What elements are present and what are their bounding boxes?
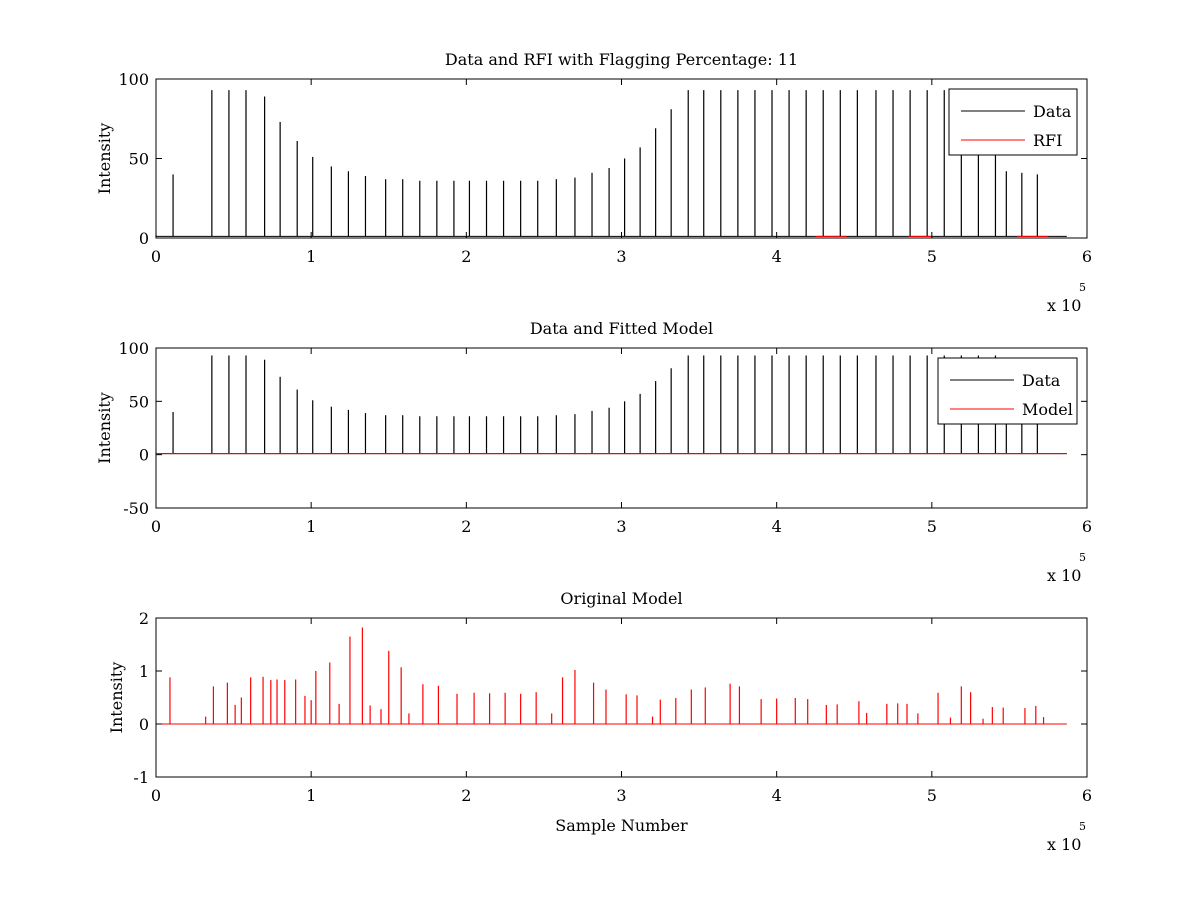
legend-label: Data xyxy=(1022,371,1061,390)
axes-box xyxy=(155,617,1088,778)
axes-box xyxy=(155,78,1088,239)
series-data xyxy=(155,90,1067,237)
y-tick-label: -1 xyxy=(133,768,149,787)
plot-area xyxy=(156,627,1067,725)
y-tick-label: 1 xyxy=(139,662,149,681)
legend-box xyxy=(948,88,1078,156)
x-tick-label: 4 xyxy=(772,517,782,536)
x-tick-label: 6 xyxy=(1082,786,1092,805)
plot-area xyxy=(155,90,1067,237)
legend: Data RFI xyxy=(948,88,1078,156)
x-axis-label: Sample Number xyxy=(555,816,688,835)
x-tick-label: 6 xyxy=(1082,517,1092,536)
y-tick-label: 2 xyxy=(139,609,149,628)
x-multiplier-exponent: 5 xyxy=(1079,551,1086,564)
legend-box xyxy=(937,357,1078,425)
y-axis-label: Intensity xyxy=(95,123,114,195)
x-tick-label: 4 xyxy=(772,786,782,805)
chart-title: Data and RFI with Flagging Percentage: 1… xyxy=(445,50,798,69)
chart-title: Original Model xyxy=(560,589,682,608)
x-multiplier-exponent: 5 xyxy=(1079,281,1086,294)
x-tick-label: 2 xyxy=(461,247,471,266)
x-tick-label: 0 xyxy=(151,247,161,266)
chart-title: Data and Fitted Model xyxy=(530,319,713,338)
x-tick-label: 5 xyxy=(927,786,937,805)
y-axis-label: Intensity xyxy=(107,662,126,734)
series-model xyxy=(156,627,1067,725)
x-tick-label: 1 xyxy=(306,517,316,536)
x-tick-label: 5 xyxy=(927,517,937,536)
legend: Data Model xyxy=(937,357,1078,425)
plot-area xyxy=(155,355,1067,455)
x-tick-label: 1 xyxy=(306,786,316,805)
x-tick-label: 3 xyxy=(616,517,626,536)
y-tick-label: 0 xyxy=(139,715,149,734)
y-tick-label: 50 xyxy=(129,392,149,411)
x-tick-label: 1 xyxy=(306,247,316,266)
x-tick-label: 6 xyxy=(1082,247,1092,266)
x-tick-label: 3 xyxy=(616,247,626,266)
x-tick-label: 4 xyxy=(772,247,782,266)
x-tick-label: 3 xyxy=(616,786,626,805)
panel-1: 0 1 2 3 4 5 6 0 50 100 Data and RFI with Flagging … xyxy=(95,50,1092,315)
x-tick-label: 0 xyxy=(151,517,161,536)
legend-label: Model xyxy=(1022,400,1073,419)
y-axis-label: Intensity xyxy=(95,392,114,464)
y-tick-label: 0 xyxy=(139,446,149,465)
legend-label: Data xyxy=(1033,102,1072,121)
x-tick-label: 0 xyxy=(151,786,161,805)
y-tick-label: 0 xyxy=(139,229,149,248)
x-multiplier: x 10 xyxy=(1047,296,1081,315)
y-tick-label: 50 xyxy=(129,150,149,169)
legend-label: RFI xyxy=(1033,131,1062,150)
y-tick-label: 100 xyxy=(118,339,149,358)
x-multiplier: x 10 xyxy=(1047,566,1081,585)
axes-box xyxy=(155,347,1088,509)
y-tick-label: -50 xyxy=(123,499,149,518)
x-tick-label: 2 xyxy=(461,517,471,536)
x-tick-label: 5 xyxy=(927,247,937,266)
x-multiplier-exponent: 5 xyxy=(1079,820,1086,833)
x-tick-label: 2 xyxy=(461,786,471,805)
x-multiplier: x 10 xyxy=(1047,835,1081,854)
y-tick-label: 100 xyxy=(118,70,149,89)
